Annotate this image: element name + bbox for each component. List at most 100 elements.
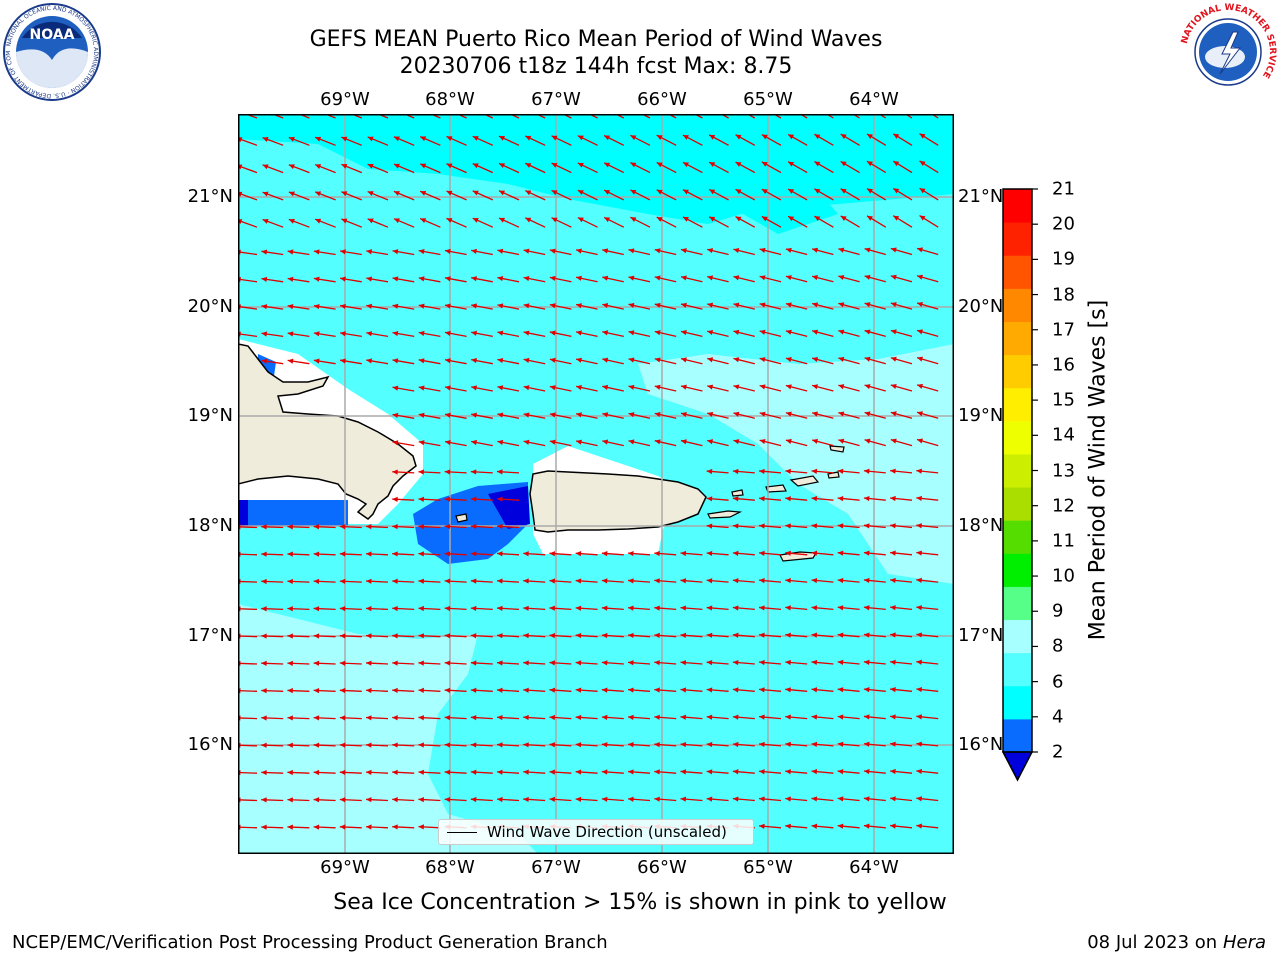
wave-direction-arrowhead <box>444 412 451 418</box>
wave-direction-arrowhead <box>680 357 687 363</box>
wave-direction-arrowhead <box>366 687 372 694</box>
wave-direction-arrowhead <box>549 632 556 639</box>
wave-direction-arrowhead <box>732 468 739 475</box>
wave-direction-arrowhead <box>497 330 504 336</box>
wave-direction-arrowhead <box>682 135 689 140</box>
wave-direction-arrowhead <box>446 163 453 169</box>
wave-direction-arrowhead <box>525 135 532 141</box>
colorbar-tick-label: 13 <box>1052 460 1075 481</box>
wave-direction-arrowhead <box>890 605 896 611</box>
wave-direction-arrowhead <box>339 524 346 530</box>
wave-direction-arrowhead <box>733 302 740 308</box>
wave-direction-arrowhead <box>551 135 558 141</box>
wave-direction-arrowhead <box>890 687 896 693</box>
wave-direction-arrowhead <box>601 714 608 721</box>
wave-direction-arrowhead <box>785 577 791 584</box>
wave-direction-arrowhead <box>916 686 922 693</box>
wave-direction-arrow <box>851 114 860 119</box>
wave-direction-arrowhead <box>706 550 713 557</box>
wave-direction-arrowhead <box>497 496 503 502</box>
wave-direction-arrowhead <box>287 249 294 255</box>
wave-direction-arrowhead <box>837 468 844 474</box>
wave-direction-arrowhead <box>604 135 611 141</box>
wave-direction-arrowhead <box>919 160 926 167</box>
wave-direction-arrowhead <box>656 162 663 168</box>
wave-direction-arrowhead <box>628 330 635 336</box>
wave-direction-arrowhead <box>313 249 320 255</box>
wave-direction-arrowhead <box>472 218 479 223</box>
wave-direction-arrowhead <box>733 384 740 390</box>
wave-direction-arrowhead <box>812 356 819 362</box>
wave-direction-arrowhead <box>549 742 556 748</box>
wave-direction-arrowhead <box>785 769 791 775</box>
wave-direction-arrowhead <box>654 357 661 363</box>
wave-direction-arrowhead <box>863 550 870 556</box>
wave-direction-arrowhead <box>916 577 922 583</box>
wave-direction-arrowhead <box>549 357 556 363</box>
colorbar-tick-label: 18 <box>1052 284 1075 306</box>
wave-direction-arrowhead <box>812 438 819 444</box>
wave-direction-arrowhead <box>785 605 791 611</box>
lat-label-right: 18°N <box>958 515 1004 536</box>
wave-direction-arrowhead <box>366 578 372 584</box>
wave-direction-arrowhead <box>761 134 768 140</box>
lon-label-top: 68°W <box>425 89 475 110</box>
wave-direction-arrowhead <box>601 550 608 557</box>
wave-direction-arrowhead <box>576 330 582 336</box>
wave-direction-arrowhead <box>287 633 293 639</box>
wave-direction-arrowhead <box>470 660 477 666</box>
wave-direction-arrowhead <box>393 163 400 169</box>
wave-direction-arrowhead <box>864 274 871 280</box>
colorbar-border <box>1002 188 1033 753</box>
legend-label: Wind Wave Direction (unscaled) <box>487 823 727 841</box>
wave-direction-arrowhead <box>549 578 556 584</box>
wave-direction-arrowhead <box>577 217 584 223</box>
wave-direction-arrowhead <box>654 632 660 639</box>
wave-direction-arrowhead <box>313 358 320 364</box>
wave-direction-arrowhead <box>497 469 503 475</box>
wave-direction-arrowhead <box>444 358 451 364</box>
wave-direction-arrowhead <box>392 769 398 775</box>
wave-direction-arrowhead <box>654 550 660 557</box>
lat-label-left: 21°N <box>187 186 233 207</box>
wave-direction-arrowhead <box>788 161 795 167</box>
wave-direction-arrowhead <box>759 714 765 720</box>
wave-direction-arrowhead <box>919 133 926 139</box>
wave-direction-arrowhead <box>287 358 294 364</box>
wave-direction-arrow <box>238 553 258 556</box>
wave-direction-arrowhead <box>840 215 847 221</box>
colorbar-band <box>1003 222 1032 256</box>
wave-direction-arrowhead <box>287 304 294 310</box>
colorbar-tick-label: 10 <box>1052 565 1075 587</box>
wave-direction-arrowhead <box>262 137 269 142</box>
wave-direction-arrowhead <box>549 605 556 611</box>
wave-direction-arrowhead <box>656 217 663 222</box>
wave-direction-arrowhead <box>709 216 716 222</box>
wave-direction-arrowhead <box>261 633 267 639</box>
wave-direction-arrowhead <box>707 411 714 417</box>
wave-direction-arrowhead <box>630 189 637 195</box>
wave-direction-arrowhead <box>811 687 818 693</box>
wave-direction-arrowhead <box>706 632 713 638</box>
wave-direction-arrowhead <box>709 134 716 140</box>
wave-direction-arrowhead <box>366 303 373 309</box>
lon-label-bottom: 68°W <box>425 857 475 878</box>
colorbar-tick-label: 20 <box>1052 213 1075 235</box>
wave-period-map <box>238 114 954 854</box>
wave-direction-arrowhead <box>392 524 398 530</box>
colorbar <box>1002 188 1038 782</box>
wave-direction-arrowhead <box>707 357 714 363</box>
wave-direction-arrowhead <box>759 247 766 253</box>
wave-direction-arrowhead <box>837 632 844 638</box>
wave-direction-arrowhead <box>339 687 346 694</box>
wave-direction-arrowhead <box>523 605 529 611</box>
land-culebra <box>731 489 744 497</box>
wave-direction-arrowhead <box>811 577 818 584</box>
wave-direction-arrowhead <box>890 768 896 775</box>
wave-direction-arrowhead <box>262 164 269 170</box>
wave-direction-arrowhead <box>682 216 689 222</box>
field-2-4s-west <box>238 500 348 526</box>
wave-direction-arrowhead <box>444 469 451 475</box>
land-anegada <box>829 445 845 453</box>
wave-direction-arrowhead <box>811 523 818 529</box>
